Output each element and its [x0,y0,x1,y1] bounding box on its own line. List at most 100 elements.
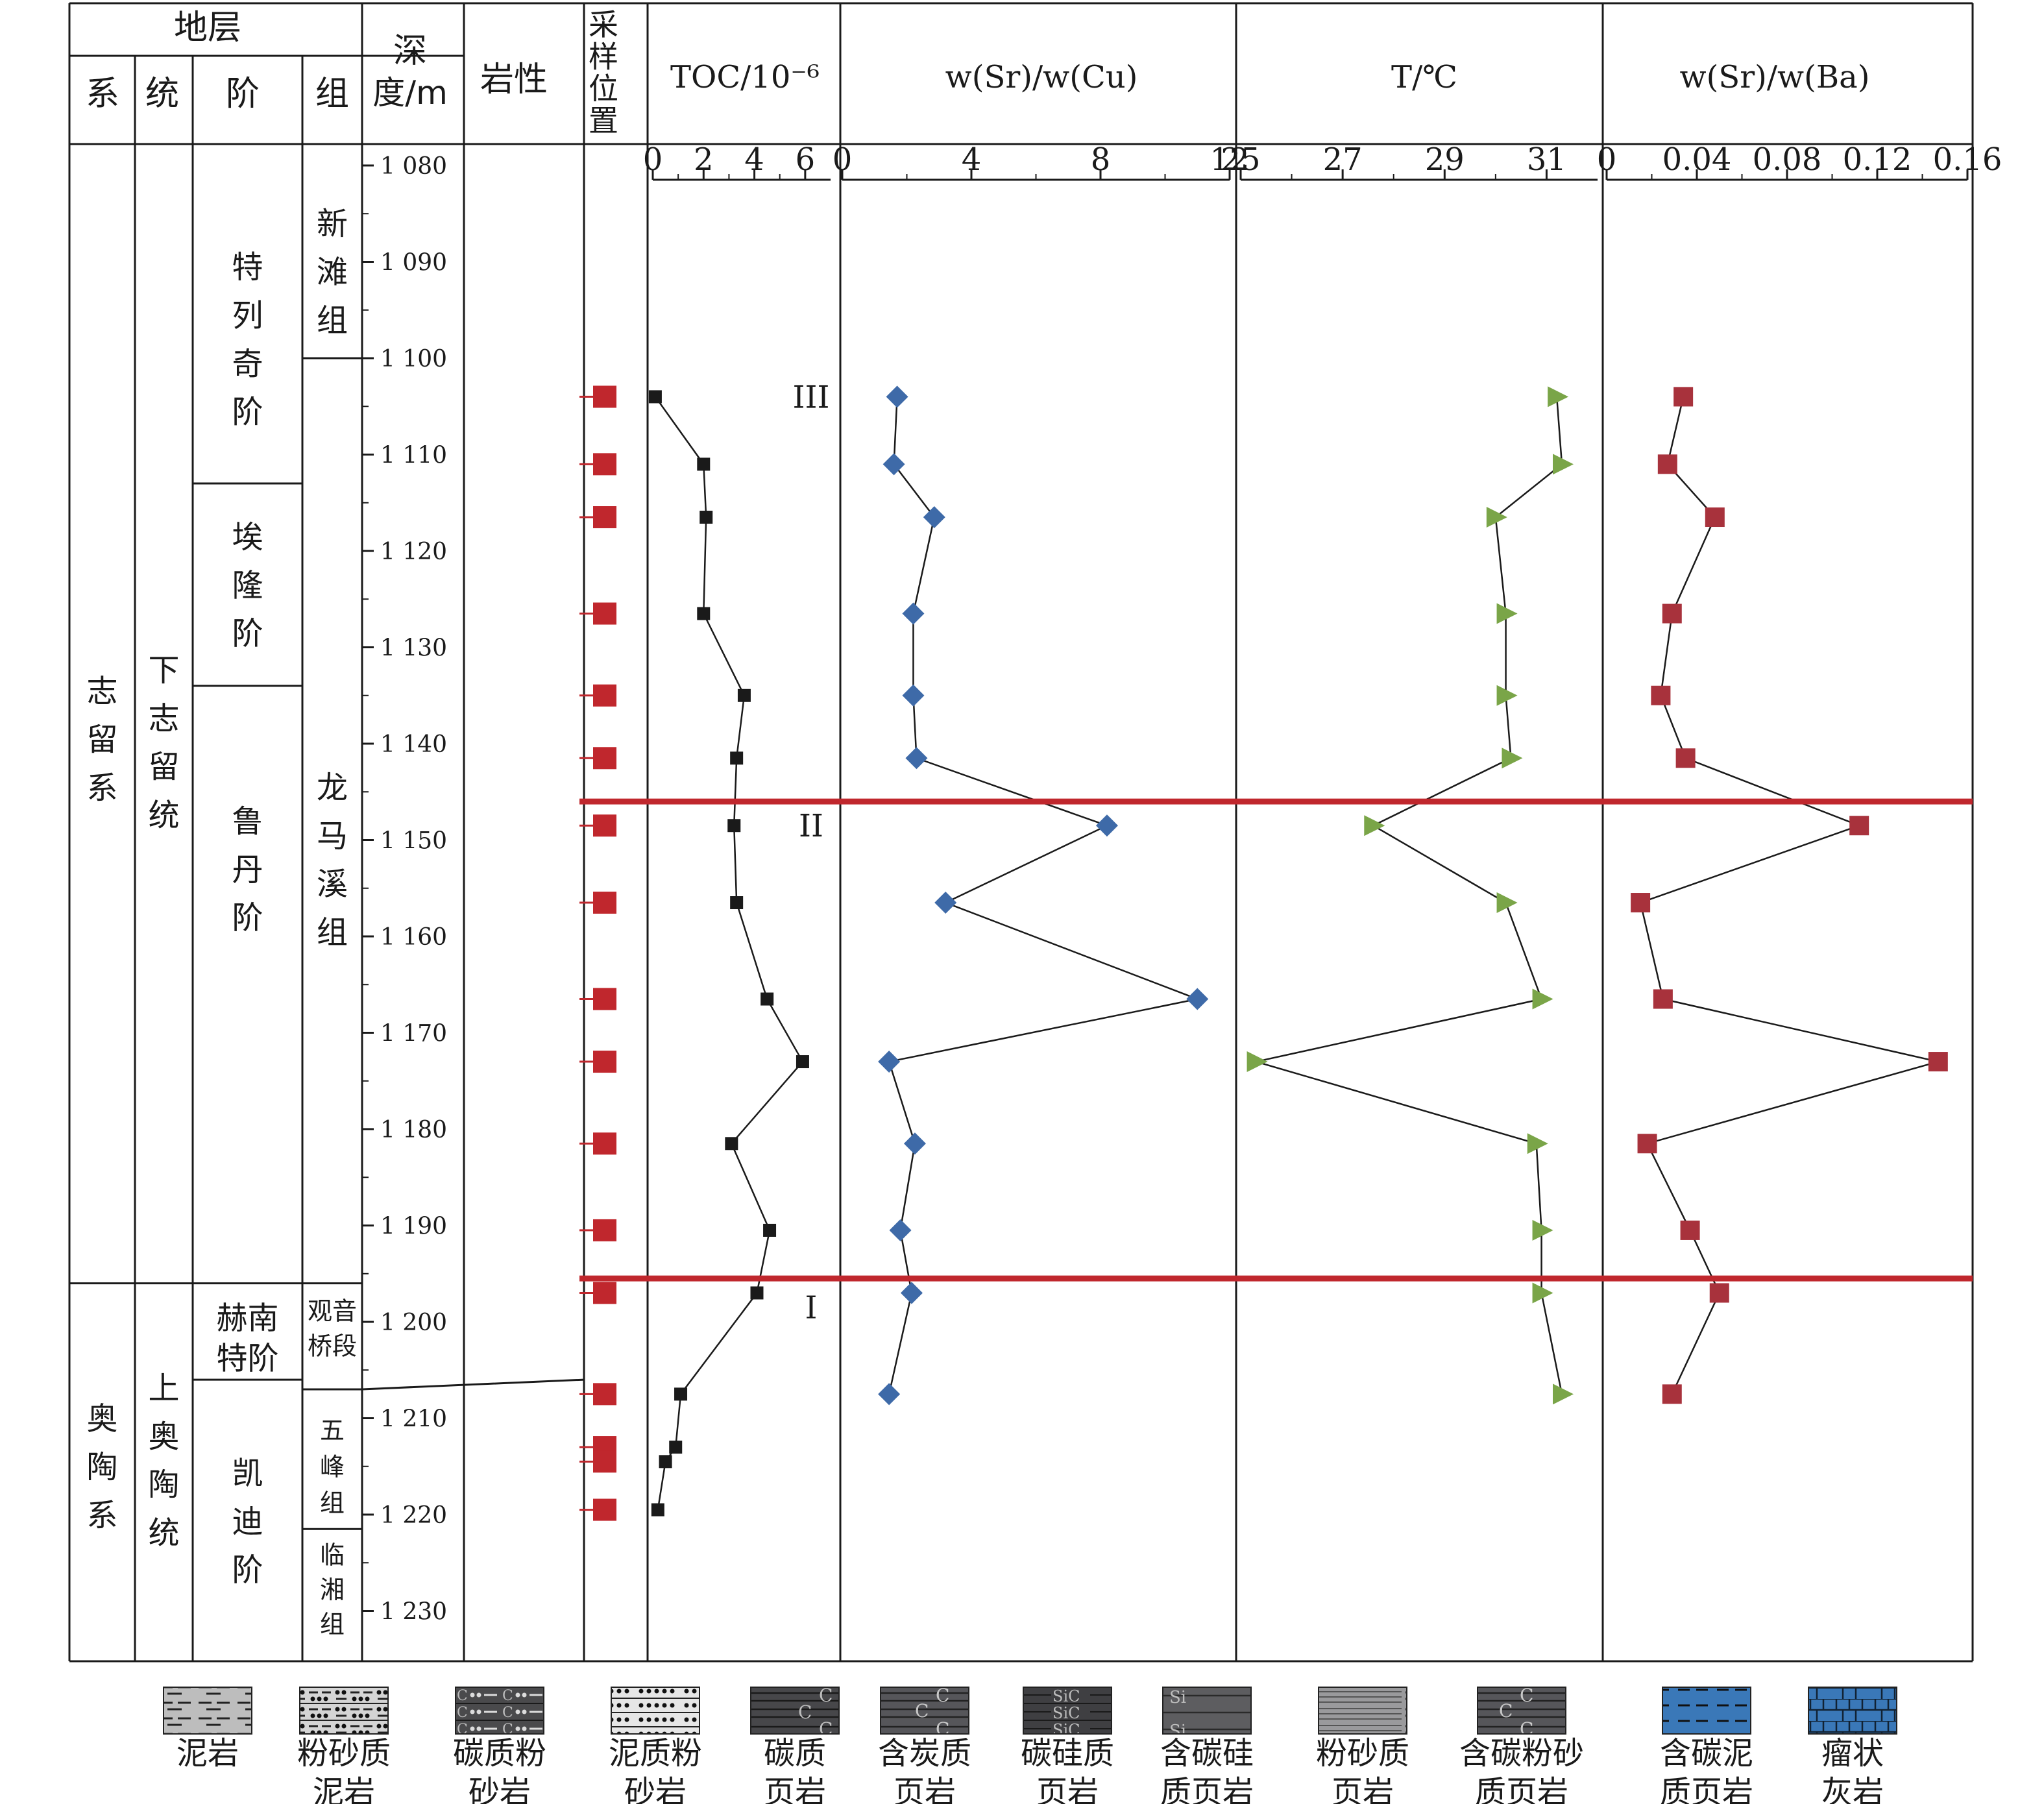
sample-marker [593,1282,616,1304]
data-point [1502,748,1523,769]
data-point [902,602,925,625]
stage-label: 凯迪阶 [232,1456,263,1589]
legend-label: 含碳粉砂 [1459,1735,1584,1772]
data-point [674,1387,688,1401]
data-point [1496,685,1518,706]
depth-tick-label: 1 130 [380,635,447,662]
data-point [725,1137,738,1151]
data-point [1662,603,1682,624]
data-point [878,1051,901,1073]
sample-marker [593,602,616,625]
legend-swatch [750,1687,840,1735]
legend-swatch [880,1687,969,1735]
legend-label: 页岩 [764,1774,826,1804]
series-label-char: 下 [148,652,179,689]
formation-label-char: 新 [317,206,348,242]
section-label: III [793,379,830,415]
formation-label-char: 滩 [317,254,348,291]
x-tick-label: 0 [1597,141,1617,178]
series-label-char: 统 [148,1515,179,1552]
data-point [1553,454,1574,475]
data-point [1709,1283,1729,1303]
legend-swatch [163,1687,252,1735]
chart-panel-1: TOC/10⁻⁶ 0 2 4 6 [643,59,831,1517]
x-tick-label: 8 [1091,141,1111,178]
sample-marker [593,1051,616,1073]
data-point [659,1455,672,1469]
legend-label: 碳质 [764,1735,826,1772]
stage-label: 鲁丹阶 [232,803,263,936]
stage-label-char: 阶 [232,616,263,652]
data-point [727,819,741,833]
data-point [1637,1134,1657,1154]
legend-label: 碳质粉 [453,1735,546,1772]
data-point [697,607,711,620]
sample-marker [593,814,616,837]
header-series: 统 [145,75,179,114]
chart-title: T/℃ [1391,59,1457,95]
header-system: 系 [86,75,119,114]
stage-label-char: 鲁 [232,803,263,840]
series-label-char: 留 [148,749,179,785]
legend-label: 灰岩 [1821,1774,1884,1804]
x-tick-label: 27 [1323,141,1363,178]
formation-label-char: 组 [317,302,348,339]
series-label-char: 统 [148,797,179,833]
x-tick-label: 0.08 [1753,141,1822,178]
x-tick-label: 29 [1425,141,1465,178]
formation-label-char: 马 [317,818,348,854]
stage-label-char: 阶 [232,394,263,430]
depth-tick-label: 1 100 [380,346,447,372]
depth-tick-label: 1 180 [380,1117,447,1143]
data-point [1364,815,1385,836]
data-point [886,385,908,408]
data-point [730,896,744,910]
data-point [1653,989,1673,1009]
stage-label: 埃隆阶 [232,519,263,652]
data-point [651,1503,664,1517]
stage-label-char: 阶 [232,1552,263,1589]
data-point [1651,685,1671,705]
legend-label: 瘤状 [1821,1735,1884,1772]
data-point [1673,387,1694,407]
depth-tick-label: 1 150 [380,828,447,855]
data-point [1486,507,1507,528]
depth-tick-label: 1 140 [380,731,447,758]
data-point [1548,386,1569,408]
data-point [1527,1133,1548,1154]
legend-swatch [1162,1687,1252,1735]
data-point [902,684,925,707]
system-label-char: 奥 [86,1401,117,1437]
data-point [1095,814,1118,837]
data-point [1928,1052,1948,1072]
legend-label: 含碳泥 [1660,1735,1753,1772]
data-point [923,506,945,529]
sample-marker [593,747,616,770]
formation-label-row: 桥段 [308,1332,357,1361]
header-stage: 阶 [226,75,260,114]
depth-tick-label: 1 160 [380,924,447,951]
legend-label: 砂岩 [468,1774,531,1804]
data-point [878,1383,901,1406]
series-label-char: 陶 [148,1467,179,1503]
formation-label-row: 观音 [308,1297,357,1326]
formation-label-char: 溪 [317,866,348,903]
legend-label: 质页岩 [1475,1774,1568,1804]
depth-tick-label: 1 220 [380,1502,447,1529]
sample-marker [593,684,616,707]
chart-panel-2: w(Sr)/w(Cu) 0 4 8 12 [833,59,1250,1406]
data-point [1662,1384,1682,1404]
data-point [1532,1219,1553,1241]
data-point [1675,748,1696,768]
chart-panel-4: w(Sr)/w(Ba) 0 0.04 0.08 0.12 0.16 [1597,59,2002,1404]
x-tick-label: 25 [1221,141,1260,178]
stratigraphy-columns: 志留系奥陶系下志留统上奥陶统特列奇阶埃隆阶鲁丹阶赫南特阶凯迪阶新滩组龙马溪组观音… [69,206,585,1639]
